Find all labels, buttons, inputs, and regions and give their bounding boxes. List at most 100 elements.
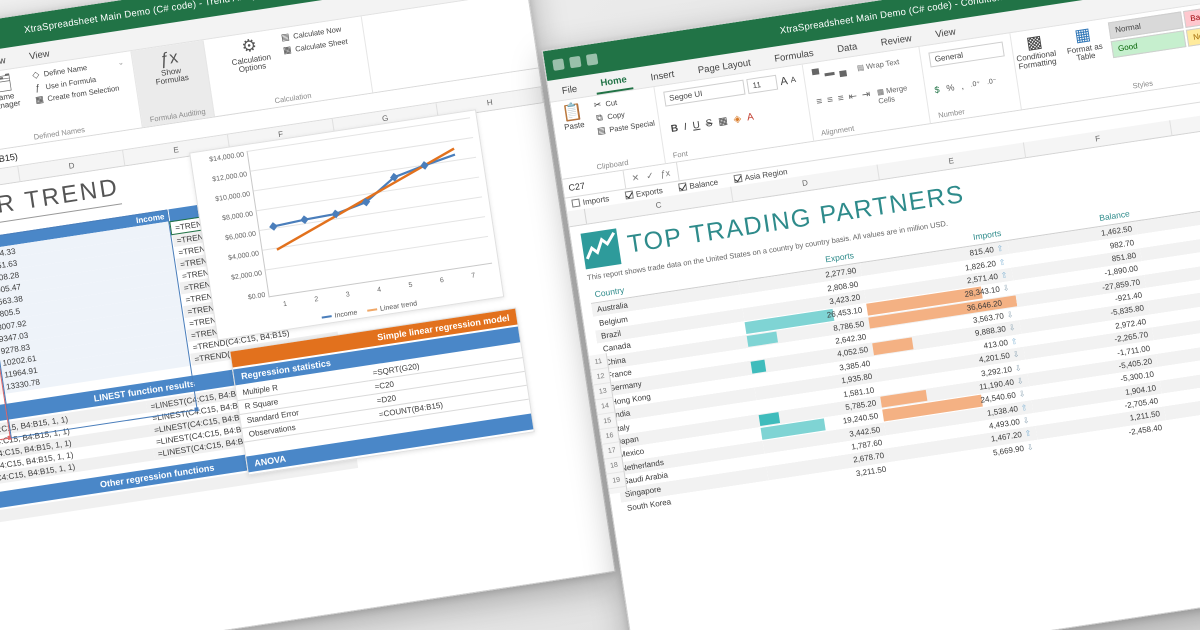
increase-decimal-icon[interactable]: .0⁺ (970, 80, 981, 89)
italic-button[interactable]: I (683, 121, 688, 133)
paste-special-icon: ▤ (596, 124, 607, 137)
arrow-up-icon: ⇧ (1010, 336, 1019, 347)
align-middle-icon[interactable]: ▬ (823, 67, 836, 80)
decrease-font-size-icon[interactable]: A (789, 74, 797, 85)
align-center-icon[interactable]: ≡ (826, 94, 834, 106)
save-icon[interactable] (552, 57, 565, 71)
ribbon-group-clipboard[interactable]: 📋 Paste ✂ Cut ⧉ Copy ▤ Paste Special Clipbo… (550, 87, 666, 179)
decrease-decimal-icon[interactable]: .0⁻ (986, 77, 998, 87)
create-from-selection-icon: ▦ (34, 93, 45, 105)
checkbox-box[interactable] (733, 174, 743, 184)
window-conditional-formatting[interactable]: XtraSpreadsheet Main Demo (C# code) - Co… (541, 0, 1200, 630)
conditional-formatting-button[interactable]: ▩ Conditional Formatting (1009, 30, 1062, 73)
imports-value: 5,669.90 (992, 443, 1025, 458)
increase-indent-icon[interactable]: ⇥ (861, 88, 872, 101)
trade-chart-logo-icon (580, 228, 622, 270)
xtick: 5 (408, 281, 414, 290)
use-in-formula-icon: ƒ (34, 82, 41, 93)
wrap-text-label: Wrap Text (865, 57, 900, 72)
report-header: TOP TRADING PARTNERS (580, 123, 1200, 270)
arrow-up-icon: ⇧ (996, 243, 1005, 254)
scissors-icon: ✂ (593, 99, 602, 111)
arrow-down-icon: ⇩ (1026, 442, 1035, 453)
calculate-now-icon: ▤ (280, 31, 291, 43)
decrease-indent-icon[interactable]: ⇤ (847, 90, 858, 103)
arrow-up-icon: ⇧ (1000, 270, 1009, 281)
ribbon-group-formula-auditing[interactable]: ƒx Show Formulas Formula Auditing (131, 40, 216, 128)
undo-icon[interactable] (568, 55, 582, 68)
borders-icon[interactable]: ▦ (717, 115, 729, 128)
merge-cells-label: Merge Cells (877, 82, 908, 106)
paste-button[interactable]: 📋 Paste (555, 101, 591, 133)
underline-button[interactable]: U (691, 119, 701, 132)
arrow-down-icon: ⇩ (1008, 323, 1017, 334)
arrow-down-icon: ⇩ (1016, 376, 1025, 387)
comma-style-icon[interactable]: , (960, 80, 965, 92)
font-size-select[interactable]: 11 (746, 74, 779, 94)
income-trend-chart[interactable]: $14,000.00 $12,000.00 $10,000.00 $8,000.… (189, 109, 505, 341)
legend-item-linear-trend[interactable]: Linear trend (367, 300, 418, 314)
checkbox-box[interactable] (624, 190, 634, 200)
align-bottom-icon[interactable]: ▄ (838, 65, 848, 78)
cancel-icon[interactable]: ✕ (630, 171, 640, 183)
quick-access-toolbar-cf[interactable] (552, 52, 599, 71)
checkbox-box[interactable] (677, 182, 688, 192)
series-income-line (273, 153, 456, 228)
arrow-down-icon: ⇩ (1022, 415, 1031, 426)
arrow-down-icon: ⇩ (1014, 362, 1023, 373)
worksheet-trend[interactable]: FV FVSCHEDULE INTRATE IPMT IRR ISPMT MIR… (0, 103, 616, 630)
confirm-icon[interactable]: ✓ (645, 169, 655, 181)
number-format-select[interactable]: General (928, 41, 1006, 68)
paste-label: Paste (563, 119, 586, 132)
xtick: 1 (282, 300, 288, 309)
redo-icon[interactable] (585, 52, 599, 66)
conditional-formatting-label: Conditional Formatting (1015, 48, 1058, 72)
row-number[interactable]: 19 (606, 471, 626, 490)
font-color-icon[interactable]: A (746, 111, 755, 123)
insert-function-icon[interactable]: ƒx (659, 167, 671, 180)
legend-label-linear-trend: Linear trend (379, 300, 418, 313)
chart-series-svg (269, 147, 456, 251)
increase-font-size-icon[interactable]: A (779, 74, 789, 88)
percent-style-button[interactable]: % (945, 82, 956, 94)
name-manager-button[interactable]: 🗂 Name Manager (0, 71, 30, 114)
bold-button[interactable]: B (670, 122, 679, 135)
xtick: 4 (376, 286, 382, 295)
cut-label: Cut (604, 97, 618, 109)
window-trend-analysis[interactable]: XtraSpreadsheet Main Demo (C# code) - Tr… (0, 0, 616, 630)
xtick: 6 (439, 277, 445, 285)
ytick: $14,000.00 (208, 151, 245, 164)
format-as-table-button[interactable]: ▦ Format as Table (1062, 24, 1107, 65)
merge-cells-button[interactable]: ▦ Merge Cells (876, 82, 908, 106)
calculation-options-button[interactable]: ⚙ Calculation Options (221, 34, 280, 77)
arrow-down-icon: ⇩ (1018, 389, 1027, 400)
show-formulas-button[interactable]: ƒx Show Formulas (141, 46, 200, 89)
arrow-down-icon: ⇩ (1002, 283, 1011, 294)
align-right-icon[interactable]: ≡ (837, 92, 845, 105)
define-name-icon: ◇ (31, 69, 40, 81)
paste-icon: 📋 (560, 101, 585, 124)
strikethrough-button[interactable]: S (704, 117, 714, 130)
arrow-up-icon: ⇧ (1020, 402, 1029, 413)
copy-label: Copy (606, 109, 626, 122)
worksheet-conditional-formatting[interactable]: TOP TRADING PARTNERS This report shows t… (569, 113, 1200, 630)
name-manager-label: Name Manager (0, 91, 22, 113)
align-left-icon[interactable]: ≡ (815, 95, 824, 108)
align-top-icon[interactable]: ▀ (811, 69, 821, 82)
ytick: $0.00 (247, 291, 266, 302)
show-formulas-icon: ƒx (158, 47, 180, 69)
ytick: $6,000.00 (224, 230, 257, 243)
checkbox-box[interactable] (571, 198, 581, 208)
font-name-select[interactable]: Segoe UI (663, 79, 746, 107)
legend-item-income[interactable]: Income (321, 309, 358, 321)
wrap-text-button[interactable]: ▤ Wrap Text (856, 57, 900, 73)
currency-icon[interactable]: $ (933, 84, 941, 96)
fill-color-icon[interactable]: ◈ (732, 112, 742, 125)
chart-legend[interactable]: Income Linear trend (321, 300, 418, 321)
arrow-up-icon: ⇧ (998, 257, 1007, 268)
ribbon-group-number[interactable]: General $ % , .0⁺ .0⁻ Number (919, 33, 1023, 124)
calculate-sheet-icon: ▦ (282, 44, 293, 56)
format-as-table-icon: ▦ (1073, 24, 1093, 46)
chevron-down-icon[interactable]: ⌄ (117, 57, 125, 68)
